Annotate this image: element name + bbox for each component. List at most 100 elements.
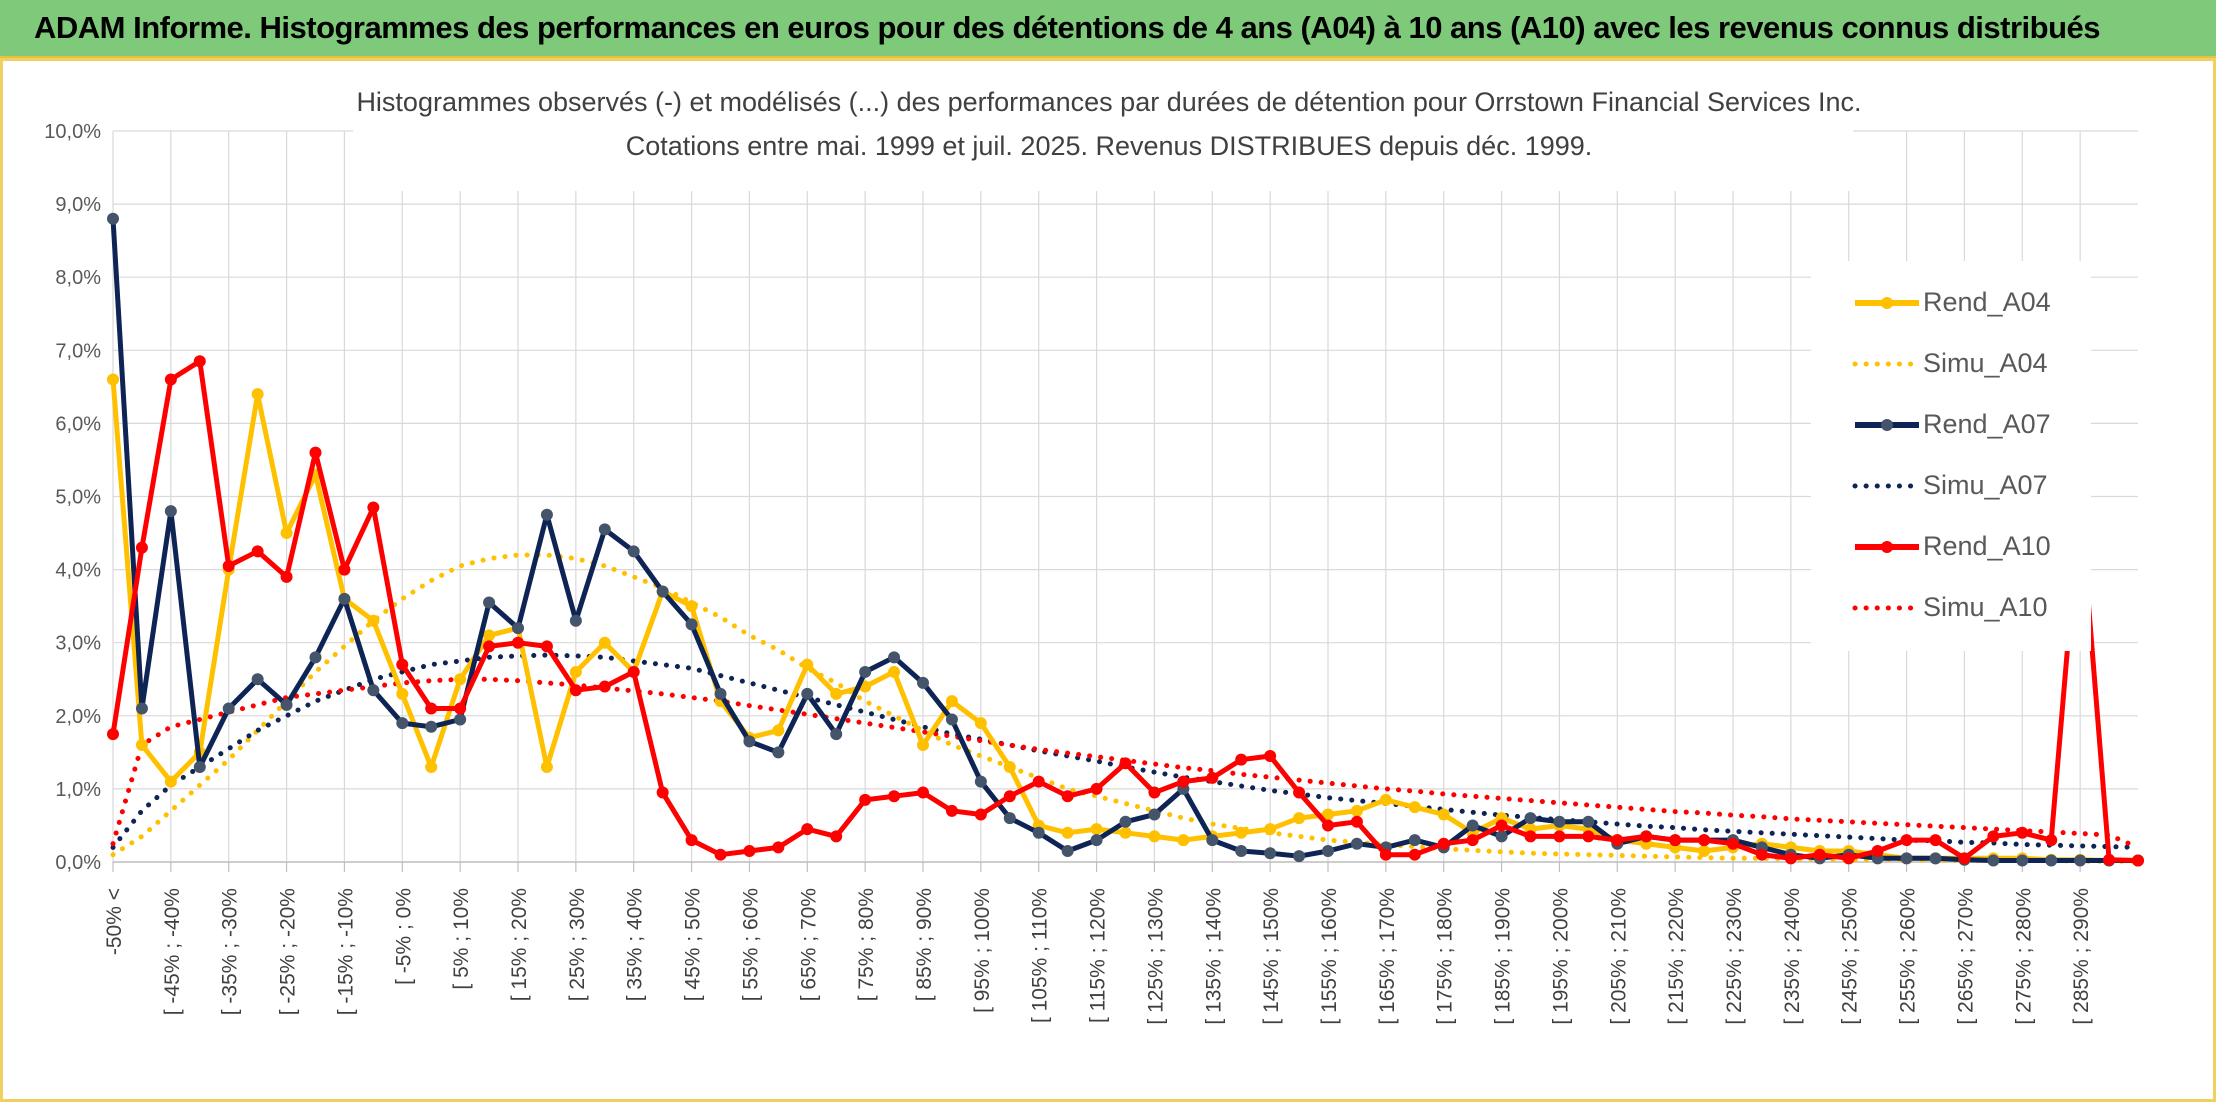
data-point <box>1235 753 1248 766</box>
data-point <box>454 713 467 726</box>
data-point <box>1698 845 1711 858</box>
data-point <box>1408 848 1421 861</box>
x-tick-label: [ 135% ; 140% <box>1202 888 1225 1025</box>
data-point <box>1148 830 1161 843</box>
chart-subtitle: Cotations entre mai. 1999 et juil. 2025.… <box>626 131 1593 161</box>
data-point <box>1408 834 1421 847</box>
legend-item-simu-a10: Simu_A10 <box>1852 592 2048 622</box>
legend-label: Simu_A10 <box>1923 592 2048 622</box>
x-tick-label: [ 105% ; 110% <box>1029 888 1052 1023</box>
data-point <box>830 687 843 700</box>
data-point <box>1379 848 1392 861</box>
data-point <box>280 570 293 583</box>
data-point <box>309 446 322 459</box>
data-point <box>1293 812 1306 825</box>
legend-label: Rend_A04 <box>1923 287 2051 317</box>
data-point <box>656 585 669 598</box>
data-point <box>1437 808 1450 821</box>
data-point <box>164 775 177 788</box>
data-point <box>1553 815 1566 828</box>
data-point <box>454 702 467 715</box>
data-point <box>280 698 293 711</box>
histogram-chart: 0,0% 1,0% 2,0% 3,0% 4,0% 5,0% 6,0% 7,0% 8,0% 9,0%… <box>44 79 2144 1025</box>
data-point <box>1206 771 1219 784</box>
data-point <box>1032 775 1045 788</box>
x-tick-label: [ 115% ; 120% <box>1087 888 1110 1023</box>
data-point <box>1003 760 1016 773</box>
x-tick-label: [ 15% ; 20% <box>508 888 531 1001</box>
data-point <box>830 728 843 741</box>
data-point <box>1582 815 1595 828</box>
data-point <box>1119 826 1132 839</box>
data-point <box>1003 790 1016 803</box>
data-point <box>974 717 987 730</box>
x-tick-label: [ 185% ; 190% <box>1492 888 1515 1025</box>
data-point <box>1987 830 2000 843</box>
data-point <box>512 636 524 649</box>
x-tick-label: [ 55% ; 60% <box>739 888 762 1001</box>
data-point <box>772 841 785 854</box>
y-tick-label: 1,0% <box>55 779 101 801</box>
data-point <box>1611 834 1624 847</box>
data-point <box>1119 815 1132 828</box>
data-point <box>540 760 553 773</box>
data-point <box>743 735 756 748</box>
legend-item-rend-a04: Rend_A04 <box>1855 287 2051 317</box>
report-title: ADAM Informe. Histogrammes des performan… <box>34 10 2101 45</box>
data-point <box>338 592 351 605</box>
y-tick-label: 9,0% <box>55 194 101 216</box>
data-point <box>396 717 409 730</box>
data-point <box>2103 853 2116 866</box>
y-tick-label: 2,0% <box>55 706 101 728</box>
x-tick-label: [ 175% ; 180% <box>1434 888 1457 1025</box>
y-tick-label: 5,0% <box>55 487 101 509</box>
x-tick-label: [ -35% ; -30% <box>219 888 242 1015</box>
chart-series <box>107 212 2144 867</box>
legend-marker <box>1881 419 1893 431</box>
data-point <box>1061 845 1074 858</box>
y-tick-label: 7,0% <box>55 340 101 362</box>
chart-frame: 0,0% 1,0% 2,0% 3,0% 4,0% 5,0% 6,0% 7,0% 8,0% 9,0%… <box>0 58 2216 1102</box>
data-point <box>135 739 148 752</box>
data-point <box>1784 852 1797 865</box>
data-point <box>1987 854 2000 867</box>
x-tick-label: [ 245% ; 250% <box>1839 888 1862 1025</box>
data-point <box>280 527 293 540</box>
data-point <box>512 622 524 635</box>
data-point <box>772 724 785 737</box>
data-point <box>1640 830 1653 843</box>
data-point <box>945 804 958 817</box>
data-point <box>974 808 987 821</box>
data-point <box>425 760 438 773</box>
data-point <box>1322 845 1334 858</box>
data-point <box>396 687 409 700</box>
data-point <box>945 713 958 726</box>
data-point <box>627 545 640 558</box>
data-point <box>2074 854 2087 867</box>
chart-legend: Rend_A04 Simu_A04 Rend_A07 Simu_A07 Rend_A10… <box>1852 287 2051 622</box>
data-point <box>164 373 177 386</box>
data-point <box>830 830 843 843</box>
data-point <box>945 695 958 708</box>
data-point <box>888 651 901 664</box>
y-tick-label: 8,0% <box>55 267 101 289</box>
data-point <box>917 676 929 689</box>
data-point <box>685 834 698 847</box>
data-point <box>425 720 438 733</box>
data-point <box>107 373 119 386</box>
data-point <box>1553 830 1566 843</box>
data-point <box>1206 834 1219 847</box>
data-point <box>309 651 322 664</box>
data-point <box>1900 834 1913 847</box>
x-tick-label: [ 275% ; 280% <box>2012 888 2035 1025</box>
data-point <box>251 545 264 558</box>
data-point <box>1148 786 1161 799</box>
data-point <box>454 673 467 686</box>
data-point <box>1061 790 1074 803</box>
data-point <box>164 505 177 518</box>
legend-label: Rend_A07 <box>1923 409 2051 439</box>
data-point <box>193 355 206 368</box>
data-point <box>1090 823 1103 836</box>
data-point <box>1379 793 1392 806</box>
data-point <box>801 823 814 836</box>
